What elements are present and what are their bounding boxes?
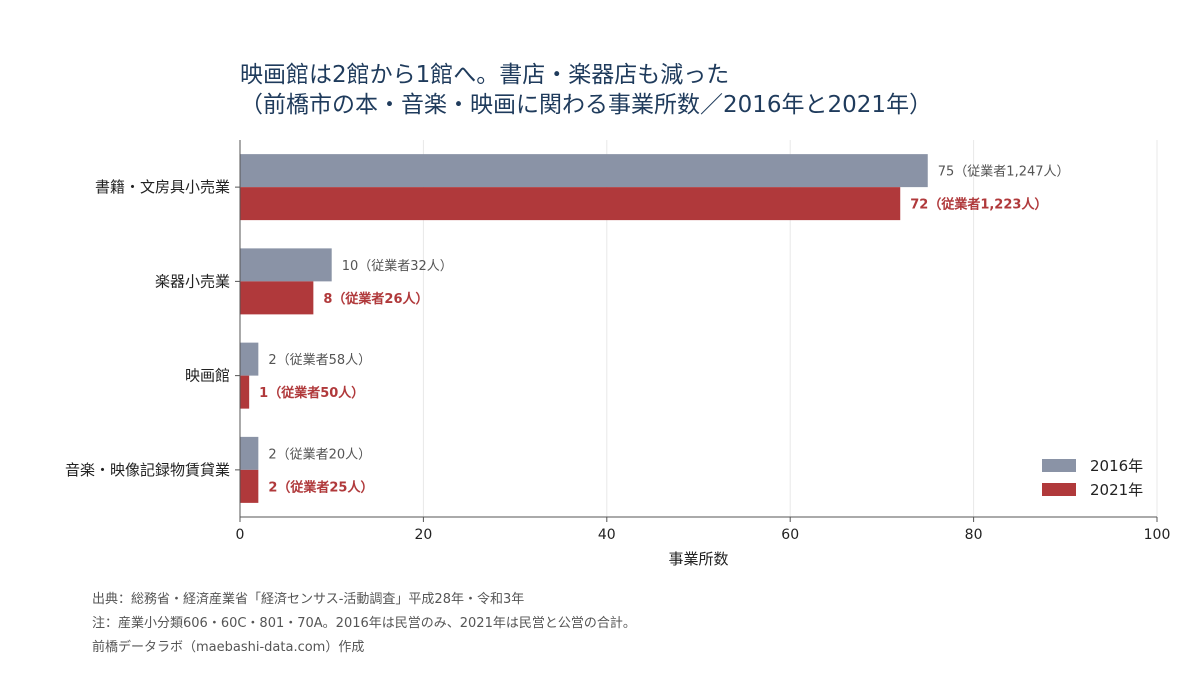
category-label: 楽器小売業 (155, 272, 230, 290)
bar-2016 (240, 248, 332, 282)
chart-title: 映画館は2館から1館へ。書店・楽器店も減った （前橋市の本・音楽・映画に関わる事… (240, 60, 932, 120)
industry-note: 注：産業小分類606・60C・801・70A。2016年は民営のみ、2021年は… (92, 616, 636, 631)
x-axis-label: 事業所数 (668, 550, 728, 568)
data-label-2016: 75（従業者1,247人） (938, 164, 1070, 180)
bar-2021 (240, 375, 250, 409)
x-tick-label: 40 (598, 527, 616, 543)
data-label-2021: 1（従業者50人） (259, 385, 364, 401)
data-label-2016: 10（従業者32人） (342, 258, 453, 274)
category-label: 音楽・映像記録物賃貸業 (65, 461, 230, 479)
bar-chart: 75（従業者1,247人） 72（従業者1,223人） 書籍・文房具小売業 10（従業… (65, 140, 1171, 568)
data-label-2016: 2（従業者58人） (268, 352, 371, 368)
credit-note: 前橋データラボ（maebashi-data.com）作成 (92, 640, 365, 655)
data-label-2016: 2（従業者20人） (268, 446, 371, 462)
x-tick-label: 100 (1144, 527, 1171, 543)
legend-label-2021: 2021年 (1090, 481, 1143, 499)
footnotes: 出典：総務省・経済産業省「経済センサス-活動調査」平成28年・令和3年 注：産業… (92, 588, 636, 660)
legend-swatch-2021 (1042, 483, 1076, 496)
legend-label-2016: 2016年 (1090, 457, 1143, 475)
x-tick-label: 0 (236, 527, 245, 543)
x-tick-label: 80 (965, 527, 983, 543)
x-tick-label: 60 (781, 527, 799, 543)
x-tick-label: 20 (414, 527, 432, 543)
category-label: 映画館 (185, 367, 230, 385)
data-label-2021: 8（従業者26人） (323, 291, 428, 307)
category-label: 書籍・文房具小売業 (95, 178, 230, 196)
bar-2021 (240, 281, 314, 315)
data-label-2021: 72（従業者1,223人） (910, 197, 1047, 213)
bar-2016 (240, 436, 259, 470)
bar-2016 (240, 154, 928, 188)
bar-2021 (240, 469, 259, 503)
bar-2016 (240, 342, 259, 376)
data-label-2021: 2（従業者25人） (268, 479, 373, 495)
legend-swatch-2016 (1042, 459, 1076, 472)
source-note: 出典：総務省・経済産業省「経済センサス-活動調査」平成28年・令和3年 (92, 592, 525, 607)
chart-title-line-1: 映画館は2館から1館へ。書店・楽器店も減った (240, 62, 730, 88)
chart-title-line-2: （前橋市の本・音楽・映画に関わる事業所数／2016年と2021年） (240, 92, 933, 118)
bar-2021 (240, 187, 901, 221)
